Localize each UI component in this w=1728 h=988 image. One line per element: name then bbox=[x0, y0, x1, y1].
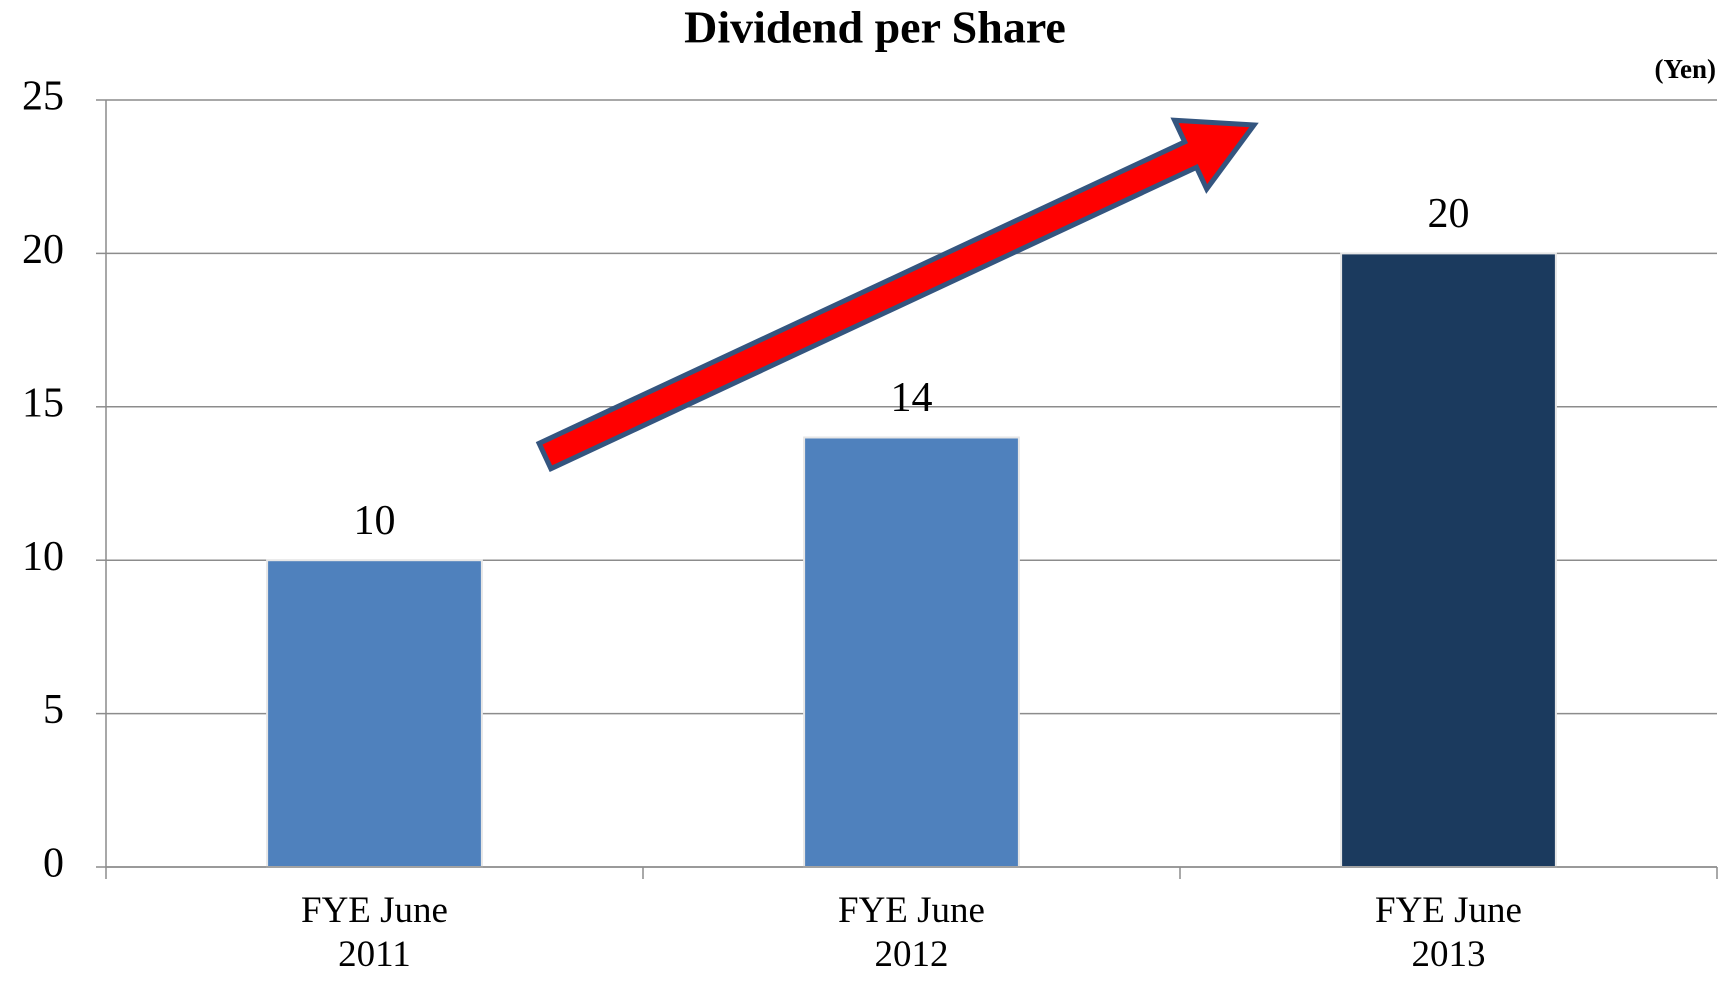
y-tick-label: 20 bbox=[22, 227, 64, 273]
value-label: 14 bbox=[891, 375, 933, 421]
x-tick-label: FYE June 2011 bbox=[301, 890, 448, 975]
bar bbox=[266, 559, 483, 868]
x-tick-label: FYE June 2013 bbox=[1375, 890, 1522, 975]
value-label: 10 bbox=[354, 498, 396, 544]
trend-arrow bbox=[535, 117, 1259, 473]
chart-title: Dividend per Share bbox=[684, 2, 1066, 53]
unit-label: (Yen) bbox=[1655, 54, 1717, 84]
bar bbox=[803, 436, 1020, 868]
y-tick-label: 0 bbox=[43, 841, 64, 887]
bar bbox=[1340, 252, 1557, 868]
value-label: 20 bbox=[1428, 191, 1470, 237]
y-tick-label: 25 bbox=[22, 74, 64, 120]
plot-area: 0 5 10 15 20 25 10 14 20 bbox=[22, 74, 1718, 887]
y-tick-label: 15 bbox=[22, 380, 64, 426]
y-tick-label: 5 bbox=[43, 687, 64, 733]
x-tick-label: FYE June 2012 bbox=[838, 890, 985, 975]
y-tick-label: 10 bbox=[22, 534, 64, 580]
